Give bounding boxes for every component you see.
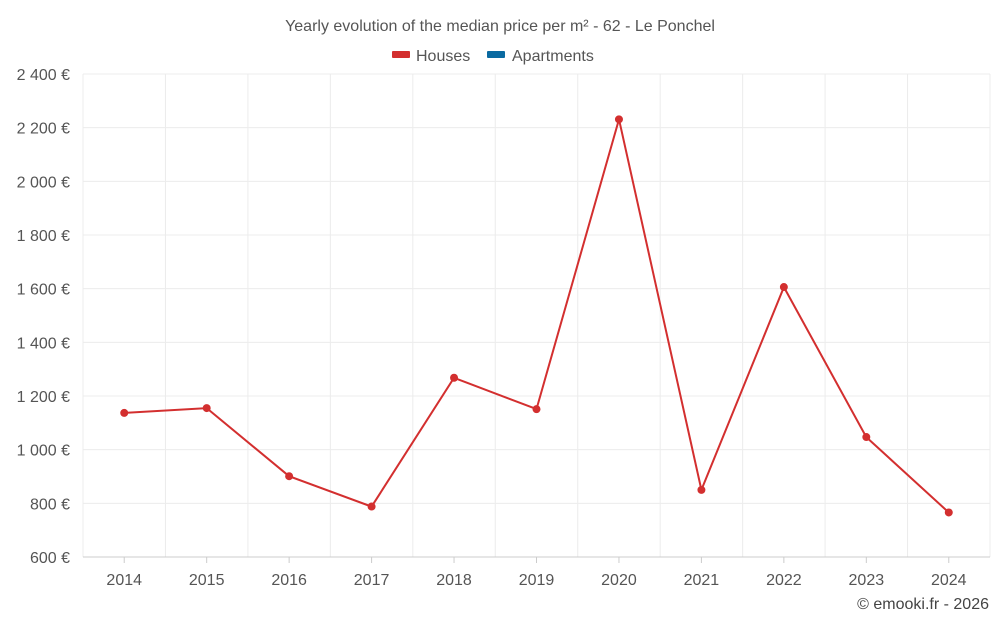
grid <box>82 73 991 557</box>
legend-label-houses: Houses <box>416 48 470 65</box>
data-point-houses-2015[interactable] <box>202 404 211 413</box>
data-point-houses-2014[interactable] <box>120 408 129 417</box>
data-point-houses-2023[interactable] <box>862 433 871 442</box>
x-tick-label: 2019 <box>519 572 555 589</box>
data-point-houses-2019[interactable] <box>532 405 541 414</box>
data-point-houses-2021[interactable] <box>697 485 706 494</box>
x-tick-label: 2015 <box>189 572 225 589</box>
legend-swatch-apartments <box>487 51 505 58</box>
data-point-houses-2016[interactable] <box>285 472 294 481</box>
y-tick-label: 1 600 € <box>17 282 70 299</box>
x-tick-label: 2023 <box>849 572 885 589</box>
legend: Houses Apartments <box>392 48 594 65</box>
x-tick-label: 2022 <box>766 572 802 589</box>
y-tick-label: 2 200 € <box>17 121 70 138</box>
x-tick-label: 2024 <box>931 572 967 589</box>
x-tick-label: 2016 <box>271 572 307 589</box>
data-point-houses-2018[interactable] <box>450 373 459 382</box>
x-tick-label: 2018 <box>436 572 472 589</box>
x-tick-label: 2020 <box>601 572 637 589</box>
y-tick-label: 1 400 € <box>17 335 70 352</box>
y-tick-label: 1 000 € <box>17 443 70 460</box>
y-tick-label: 1 800 € <box>17 228 70 245</box>
y-tick-label: 2 000 € <box>17 174 70 191</box>
y-axis: 600 € 800 € 1 000 € 1 200 € 1 400 € 1 600 € 1 … <box>17 67 70 567</box>
legend-swatch-houses <box>392 51 410 58</box>
y-tick-label: 2 400 € <box>17 67 70 84</box>
data-point-houses-2022[interactable] <box>779 283 788 292</box>
legend-item-apartments[interactable]: Apartments <box>487 48 594 65</box>
x-axis: 2014 2015 2016 2017 2018 2019 2020 2021 2022 2023… <box>83 556 990 589</box>
chart-title: Yearly evolution of the median price per… <box>285 18 715 35</box>
y-tick-label: 800 € <box>30 496 70 513</box>
data-point-houses-2020[interactable] <box>614 115 623 124</box>
x-tick-label: 2017 <box>354 572 390 589</box>
y-tick-label: 1 200 € <box>17 389 70 406</box>
series-group <box>120 115 953 517</box>
data-point-houses-2024[interactable] <box>944 508 953 517</box>
x-tick-label: 2014 <box>106 572 142 589</box>
data-point-houses-2017[interactable] <box>367 502 376 511</box>
credit-text: © emooki.fr - 2026 <box>857 596 989 613</box>
legend-label-apartments: Apartments <box>512 48 594 65</box>
legend-item-houses[interactable]: Houses <box>392 48 470 65</box>
y-tick-label: 600 € <box>30 550 70 567</box>
x-tick-label: 2021 <box>684 572 720 589</box>
